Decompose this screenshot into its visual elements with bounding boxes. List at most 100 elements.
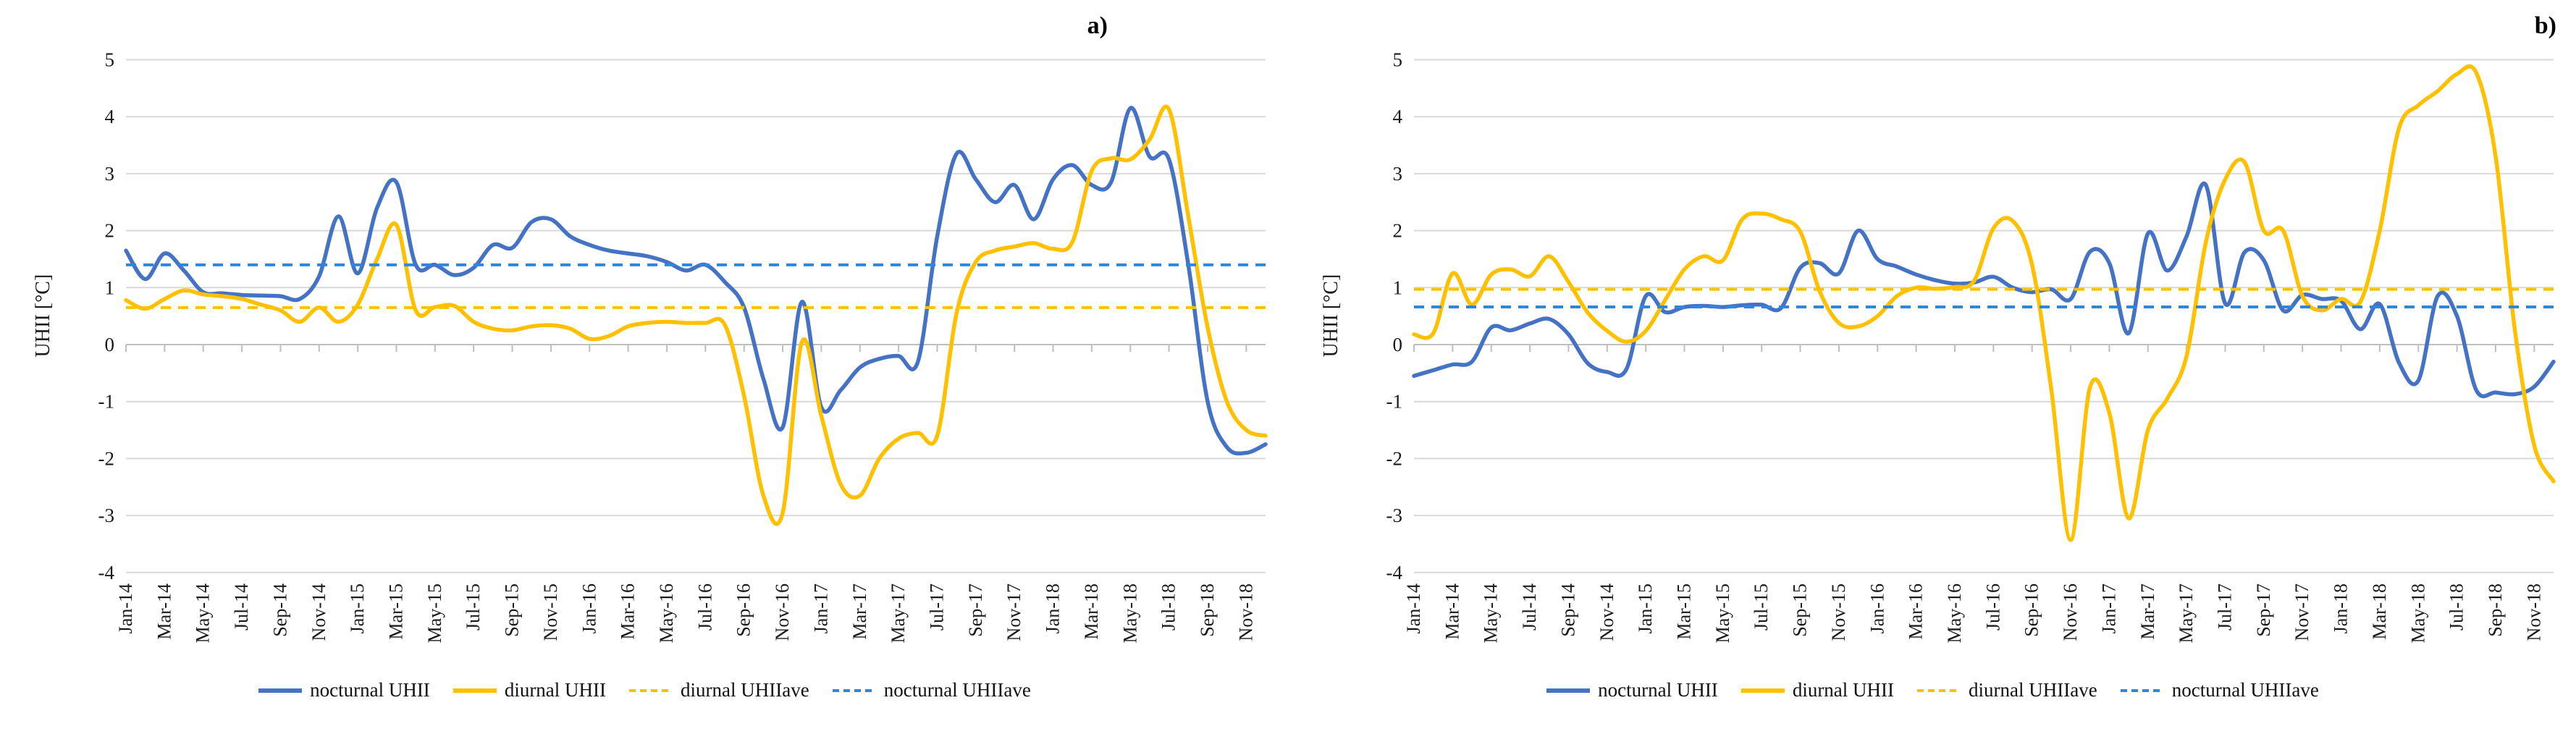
x-tick-label: Jan-16 [578, 583, 599, 633]
x-tick-label: Jan-18 [1043, 583, 1064, 633]
series-diurnal-uhii [124, 104, 1268, 526]
x-tick-label: Sep-14 [269, 583, 290, 637]
x-tick-label: Nov-16 [772, 583, 793, 641]
legend-label: nocturnal UHII [310, 679, 430, 701]
legend-swatch-solid-blue [1546, 688, 1591, 693]
x-tick-label: Mar-17 [849, 583, 870, 639]
x-tick-label: Sep-16 [2021, 583, 2042, 637]
y-tick-label: 3 [105, 163, 115, 185]
y-tick-label: -1 [1386, 391, 1403, 413]
series-nocturnal-uhii [124, 106, 1268, 456]
legend-a: nocturnal UHII diurnal UHII diurnal UHII… [0, 679, 1288, 701]
x-tick-label: Nov-14 [1596, 583, 1617, 641]
y-tick-label: 2 [105, 220, 115, 242]
legend-item-nocturnal-uhiiave: nocturnal UHIIave [2119, 679, 2319, 701]
y-tick-label: 2 [1393, 220, 1403, 242]
legend-item-diurnal-uhii: diurnal UHII [452, 679, 606, 701]
x-tick-label: Sep-17 [2253, 583, 2274, 637]
x-tick-label: Sep-18 [2485, 583, 2506, 637]
chart-panel-a: -4 -3 -2 -1 0 1 2 3 4 5 Jan-14 Mar-14 May-14 Jul-14 Se… [0, 12, 1288, 701]
legend-label: diurnal UHIIave [1969, 679, 2097, 701]
x-tick-label: May-14 [1481, 583, 1502, 643]
x-tick-label: Nov-18 [1235, 583, 1256, 641]
legend-item-nocturnal-uhiiave: nocturnal UHIIave [831, 679, 1031, 701]
y-tick-label: -3 [98, 505, 115, 526]
x-tick-label: May-17 [2176, 583, 2197, 643]
x-tick-label: Mar-14 [153, 583, 174, 639]
legend-b: nocturnal UHII diurnal UHII diurnal UHII… [1288, 679, 2576, 701]
x-tick-label: Mar-17 [2137, 583, 2158, 639]
x-tick-label: Mar-14 [1441, 583, 1462, 639]
x-tick-label: Nov-18 [2523, 583, 2544, 641]
x-tick-label: Jul-15 [463, 583, 484, 631]
x-tick-label: May-18 [2407, 583, 2428, 643]
y-tick-label: 3 [1393, 163, 1403, 185]
x-tick-label: May-17 [888, 583, 909, 643]
x-tick-label: Jul-16 [1982, 583, 2003, 631]
x-tick-label: Mar-16 [1906, 583, 1927, 639]
panel-corner-label: a) [1087, 12, 1108, 39]
x-tick-label: Jan-17 [810, 583, 831, 633]
legend-swatch-dashed-yellow [629, 688, 673, 692]
x-tick-label: Jul-16 [694, 583, 715, 631]
x-tick-label: Jul-18 [2446, 583, 2467, 631]
legend-label: nocturnal UHIIave [883, 679, 1031, 701]
y-tick-label: -4 [98, 562, 115, 583]
x-tick-label: Sep-17 [965, 583, 986, 637]
x-tick-label: Mar-18 [2369, 583, 2390, 639]
y-tick-label: 5 [105, 49, 115, 71]
y-tick-label: 1 [105, 277, 115, 298]
chart-panel-b: -4 -3 -2 -1 0 1 2 3 4 5 Jan-14 Mar-14 May-14 Jul-14 Se… [1288, 0, 2576, 729]
legend-item-nocturnal-uhii: nocturnal UHII [257, 679, 430, 701]
x-tick-label: Jan-14 [1403, 583, 1424, 633]
chart-a-plot: -4 -3 -2 -1 0 1 2 3 4 5 Jan-14 Mar-14 May-14 Jul-14 Se… [32, 12, 1268, 643]
x-tick-label: Mar-15 [1673, 583, 1694, 639]
series-diurnal-uhii [1412, 64, 2556, 542]
y-tick-label: -2 [98, 447, 115, 469]
legend-swatch-dashed-blue [2120, 688, 2164, 692]
x-tick-label: Jan-14 [115, 583, 136, 633]
legend-label: diurnal UHIIave [681, 679, 809, 701]
x-tick-label: Jul-14 [231, 583, 252, 631]
x-tick-label: Sep-15 [502, 583, 523, 637]
legend-swatch-solid-yellow [1741, 688, 1785, 693]
x-tick-label: Jul-14 [1519, 583, 1540, 631]
x-tick-label: Jan-15 [1635, 583, 1656, 633]
x-tick-label: Jul-18 [1158, 583, 1179, 631]
x-tick-label: Nov-17 [2291, 583, 2312, 641]
y-tick-label: 0 [105, 334, 115, 355]
x-tick-label: May-18 [1119, 583, 1140, 643]
y-tick-label: 5 [1393, 49, 1403, 71]
y-axis-title: UHII [°C] [32, 274, 54, 358]
x-tick-label: Nov-15 [1828, 583, 1849, 641]
legend-swatch-solid-blue [258, 688, 303, 693]
x-tick-label: May-15 [1712, 583, 1733, 643]
legend-item-diurnal-uhii: diurnal UHII [1740, 679, 1894, 701]
legend-label: nocturnal UHII [1598, 679, 1718, 701]
x-tick-label: Mar-18 [1081, 583, 1102, 639]
x-tick-label: Jan-16 [1866, 583, 1887, 633]
y-tick-label: -3 [1386, 505, 1403, 526]
x-tick-label: Mar-16 [618, 583, 639, 639]
y-tick-label: 1 [1393, 277, 1403, 298]
series-nocturnal-uhii [1412, 181, 2556, 399]
x-tick-label: Jul-17 [926, 583, 947, 631]
legend-label: nocturnal UHIIave [2171, 679, 2319, 701]
x-tick-label: Nov-15 [540, 583, 561, 641]
x-tick-label: May-14 [193, 583, 214, 643]
x-tick-label: Nov-14 [308, 583, 329, 641]
y-tick-label: 4 [1393, 106, 1403, 127]
x-tick-label: May-16 [656, 583, 677, 643]
chart-b-plot: -4 -3 -2 -1 0 1 2 3 4 5 Jan-14 Mar-14 May-14 Jul-14 Se… [1320, 12, 2556, 643]
legend-swatch-solid-yellow [453, 688, 497, 693]
y-axis-title: UHII [°C] [1320, 274, 1342, 358]
legend-item-diurnal-uhiiave: diurnal UHIIave [628, 679, 809, 701]
legend-swatch-dashed-blue [832, 688, 876, 692]
y-tick-label: 4 [105, 106, 115, 127]
x-tick-label: Jul-15 [1751, 583, 1772, 631]
legend-item-nocturnal-uhii: nocturnal UHII [1545, 679, 1718, 701]
x-tick-label: May-16 [1944, 583, 1965, 643]
legend-item-diurnal-uhiiave: diurnal UHIIave [1916, 679, 2097, 701]
x-tick-label: Sep-18 [1197, 583, 1218, 637]
